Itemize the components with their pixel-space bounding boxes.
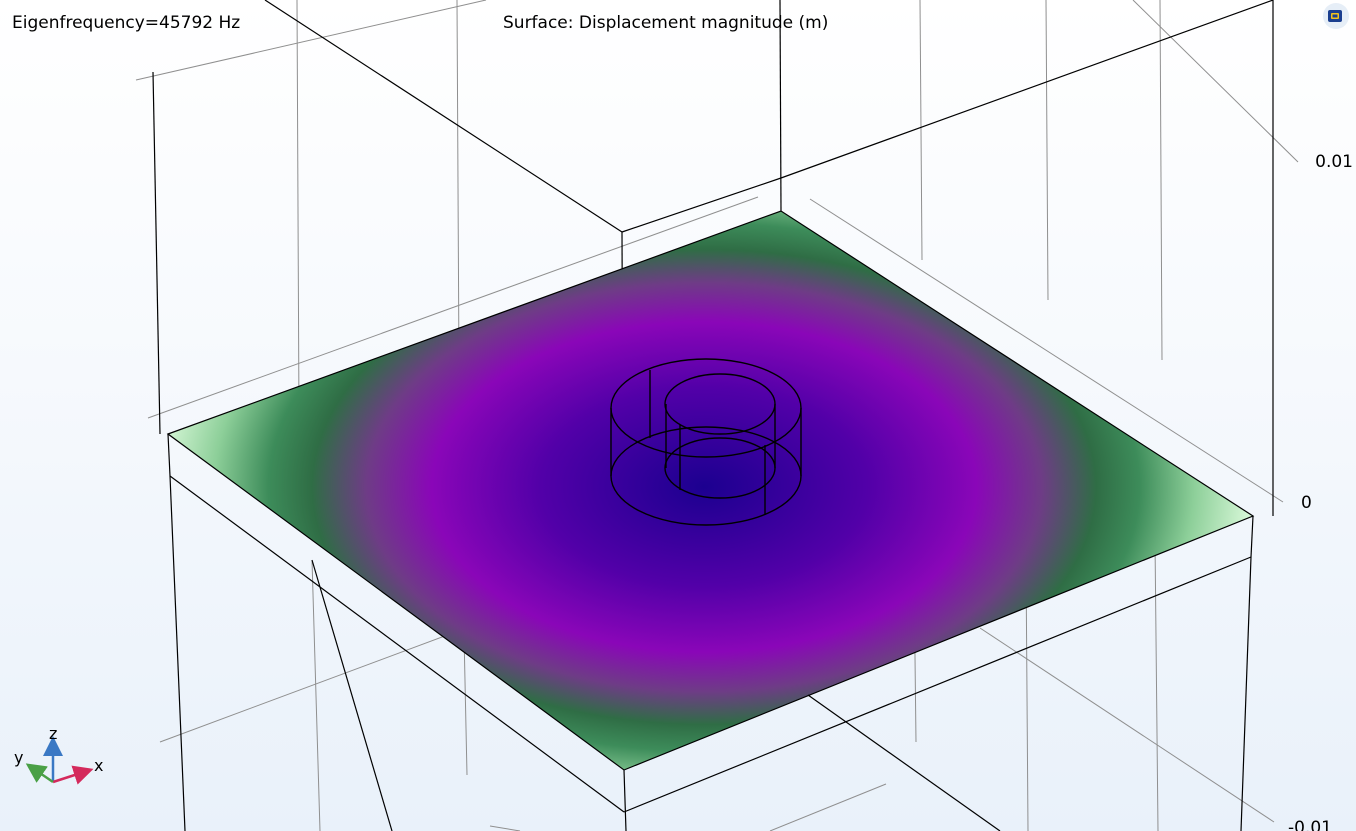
comsol-logo-icon [1323, 3, 1349, 29]
piezo-cylinder [610, 358, 802, 526]
z-tick-label: -0.01 [1288, 818, 1332, 831]
axis-orientation-triad: z x y [8, 722, 118, 802]
x-axis-label: x [94, 756, 104, 775]
eigenfrequency-label: Eigenfrequency=45792 Hz [12, 13, 241, 33]
axis-triad-icon [25, 736, 94, 785]
plate-lower-outline [167, 433, 1254, 831]
z-axis-label: z [49, 724, 58, 743]
displacement-surface [166, 210, 1255, 771]
z-tick-label: 0.01 [1315, 152, 1353, 172]
y-axis-label: y [14, 748, 24, 767]
surface-plot-title: Surface: Displacement magnitude (m) [503, 13, 829, 33]
z-tick-label: 0 [1301, 493, 1312, 513]
